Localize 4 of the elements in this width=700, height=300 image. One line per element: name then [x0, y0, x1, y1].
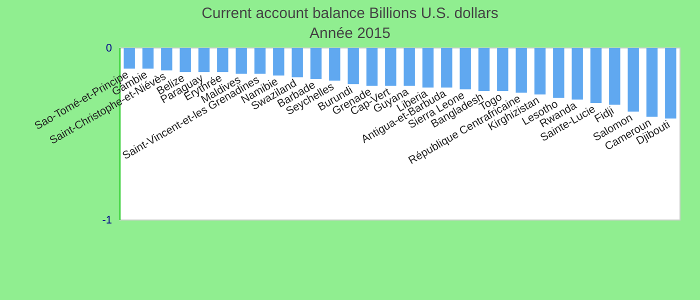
- y-tick-label: -1: [102, 214, 112, 227]
- chart-title: Current account balance Billions U.S. dollars: [202, 5, 498, 22]
- y-tick-label: 0: [106, 42, 112, 55]
- chart-subtitle: Année 2015: [310, 25, 390, 42]
